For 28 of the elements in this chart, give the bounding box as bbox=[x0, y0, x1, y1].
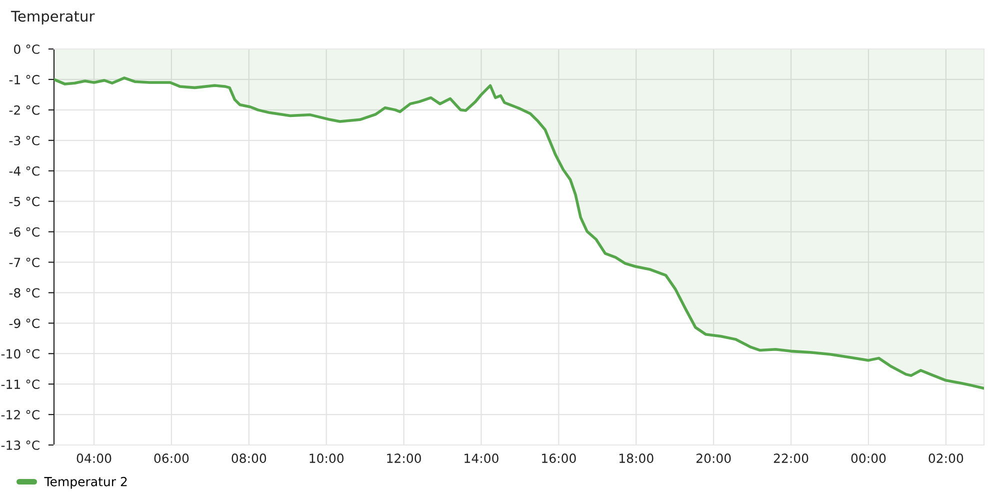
y-tick-label: -9 °C bbox=[9, 318, 40, 328]
y-tick-label: -4 °C bbox=[9, 166, 40, 176]
x-tick-label: 06:00 bbox=[154, 454, 189, 464]
y-tick-label: -2 °C bbox=[9, 105, 40, 115]
y-tick-label: 0 °C bbox=[14, 44, 40, 54]
x-tick-label: 12:00 bbox=[387, 454, 421, 464]
x-tick-label: 18:00 bbox=[620, 454, 654, 464]
x-tick-label: 16:00 bbox=[542, 454, 576, 464]
y-tick-label: -3 °C bbox=[9, 136, 40, 146]
x-tick-label: 02:00 bbox=[928, 454, 964, 464]
chart-title: Temperatur bbox=[10, 10, 95, 25]
x-tick-label: 22:00 bbox=[774, 454, 808, 464]
y-tick-label: -5 °C bbox=[9, 196, 40, 206]
x-tick-label: 04:00 bbox=[76, 454, 112, 464]
legend-label: Temperatur 2 bbox=[44, 476, 127, 489]
x-tick-label: 00:00 bbox=[851, 454, 886, 464]
y-tick-label: -1 °C bbox=[9, 74, 40, 84]
y-tick-label: -8 °C bbox=[9, 288, 40, 298]
y-tick-label: -11 °C bbox=[1, 380, 40, 390]
x-tick-label: 08:00 bbox=[232, 454, 266, 464]
y-tick-label: -7 °C bbox=[9, 258, 40, 268]
x-tick-label: 14:00 bbox=[464, 454, 498, 464]
y-tick-label: -12 °C bbox=[1, 410, 40, 420]
x-tick-label: 10:00 bbox=[310, 454, 344, 464]
y-tick-label: -6 °C bbox=[9, 227, 40, 237]
y-tick-label: -13 °C bbox=[1, 440, 40, 450]
x-tick-label: 20:00 bbox=[696, 454, 731, 464]
y-tick-label: -10 °C bbox=[1, 349, 40, 359]
